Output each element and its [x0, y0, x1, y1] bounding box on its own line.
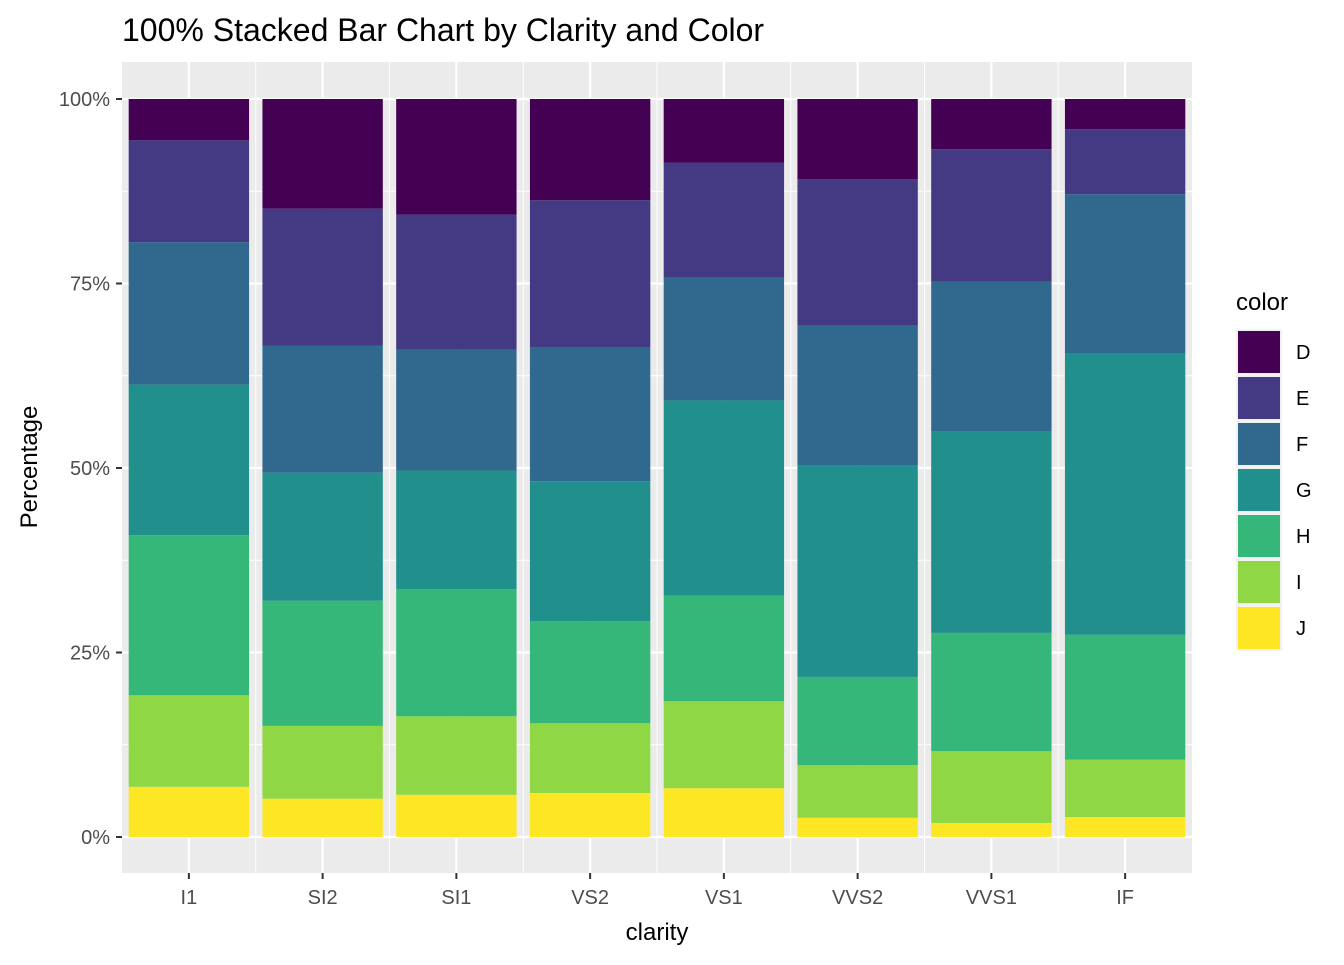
- bar-segment-si1-d: [396, 99, 517, 215]
- y-axis-title: Percentage: [16, 406, 43, 529]
- y-axis: 0% 25% 50% 75% 100%: [59, 89, 122, 849]
- bar-segment-vs1-g: [663, 400, 785, 596]
- bar-segment-si2-h: [262, 600, 383, 726]
- bar-segment-si2-d: [262, 99, 383, 209]
- bar-segment-vvs1-j: [931, 822, 1052, 837]
- legend-swatch-e: [1238, 377, 1280, 419]
- bar-segment-if-j: [1064, 817, 1186, 837]
- legend-swatch-d: [1238, 331, 1280, 373]
- bar-segment-if-e: [1064, 129, 1186, 195]
- y-tick-label: 100%: [59, 89, 110, 111]
- bar-segment-i1-f: [128, 242, 250, 385]
- x-tick-label: VVS1: [966, 887, 1017, 909]
- bar-segment-vs2-j: [529, 792, 651, 837]
- bar-segment-vs1-j: [663, 788, 785, 837]
- legend-swatch-j: [1238, 607, 1280, 649]
- bar-segment-i1-j: [128, 786, 250, 837]
- legend-label-e: E: [1296, 388, 1309, 410]
- bar-segment-vs1-h: [663, 595, 785, 702]
- bar-segment-vvs1-h: [931, 632, 1052, 752]
- x-tick-label: VS1: [705, 887, 743, 909]
- legend-label-g: G: [1296, 480, 1312, 502]
- bar-segment-vs1-f: [663, 277, 785, 401]
- y-tick-label: 25%: [70, 643, 110, 665]
- bar-segment-vvs2-f: [797, 324, 918, 466]
- bars: [128, 99, 1186, 837]
- bar-segment-vvs2-g: [797, 465, 918, 677]
- legend-swatch-h: [1238, 515, 1280, 557]
- bar-segment-si2-i: [262, 725, 383, 799]
- bar-segment-vvs2-h: [797, 676, 918, 766]
- x-axis: I1 SI2 SI1 VS2 VS1 VVS2 VVS1 IF: [181, 873, 1134, 909]
- x-tick-label: VS2: [571, 887, 609, 909]
- bar-segment-vs1-i: [663, 701, 785, 789]
- bar-segment-i1-i: [128, 695, 250, 787]
- legend-title: color: [1236, 289, 1288, 316]
- bar-segment-i1-g: [128, 384, 250, 536]
- x-tick-label: IF: [1116, 887, 1134, 909]
- bar-segment-si1-h: [396, 589, 517, 717]
- bar-segment-si2-f: [262, 345, 383, 473]
- bar-segment-si2-g: [262, 472, 383, 601]
- bar-segment-vvs2-j: [797, 817, 918, 837]
- bar-segment-vs2-g: [529, 481, 651, 622]
- legend-swatch-i: [1238, 561, 1280, 603]
- x-axis-title: clarity: [626, 919, 689, 946]
- bar-segment-i1-h: [128, 535, 250, 696]
- bar-segment-vs2-e: [529, 200, 651, 348]
- bar-segment-vs2-h: [529, 621, 651, 724]
- legend-label-d: D: [1296, 342, 1310, 364]
- legend-swatch-g: [1238, 469, 1280, 511]
- bar-segment-if-i: [1064, 759, 1186, 818]
- bar-segment-vvs2-d: [797, 99, 918, 180]
- x-tick-label: SI2: [308, 887, 338, 909]
- y-tick-label: 75%: [70, 274, 110, 296]
- bar-segment-if-g: [1064, 353, 1186, 635]
- bar-segment-si1-j: [396, 794, 517, 837]
- chart-title: 100% Stacked Bar Chart by Clarity and Co…: [122, 12, 764, 48]
- bar-segment-vvs2-e: [797, 179, 918, 325]
- bar-segment-vs2-i: [529, 723, 651, 793]
- bar-segment-si1-g: [396, 470, 517, 590]
- bar-segment-if-d: [1064, 99, 1186, 130]
- legend-swatch-f: [1238, 423, 1280, 465]
- legend-label-i: I: [1296, 572, 1302, 594]
- x-tick-label: VVS2: [832, 887, 883, 909]
- bar-segment-vs2-d: [529, 99, 651, 201]
- bar-segment-si1-f: [396, 349, 517, 471]
- bar-segment-si2-j: [262, 798, 383, 837]
- bar-segment-if-h: [1064, 634, 1186, 760]
- y-tick-label: 0%: [81, 827, 110, 849]
- x-tick-label: I1: [181, 887, 198, 909]
- bar-segment-vvs1-g: [931, 431, 1052, 633]
- bar-segment-vs1-d: [663, 99, 785, 163]
- bar-segment-i1-d: [128, 99, 250, 141]
- bar-segment-i1-e: [128, 140, 250, 243]
- bar-segment-vvs1-f: [931, 281, 1052, 432]
- bar-segment-si2-e: [262, 208, 383, 346]
- bar-segment-if-f: [1064, 194, 1186, 354]
- x-tick-label: SI1: [441, 887, 471, 909]
- bar-segment-vs1-e: [663, 162, 785, 278]
- bar-segment-vvs1-i: [931, 751, 1052, 823]
- bar-segment-si1-e: [396, 214, 517, 350]
- legend-label-f: F: [1296, 434, 1308, 456]
- bar-segment-vvs2-i: [797, 765, 918, 818]
- legend-label-h: H: [1296, 526, 1310, 548]
- bar-segment-vvs1-e: [931, 149, 1052, 282]
- bar-segment-si1-i: [396, 716, 517, 795]
- bar-segment-vs2-f: [529, 347, 651, 482]
- bar-segment-vvs1-d: [931, 99, 1052, 150]
- legend-label-j: J: [1296, 618, 1306, 640]
- legend: color D E F G H I J: [1236, 289, 1312, 651]
- y-tick-label: 50%: [70, 458, 110, 480]
